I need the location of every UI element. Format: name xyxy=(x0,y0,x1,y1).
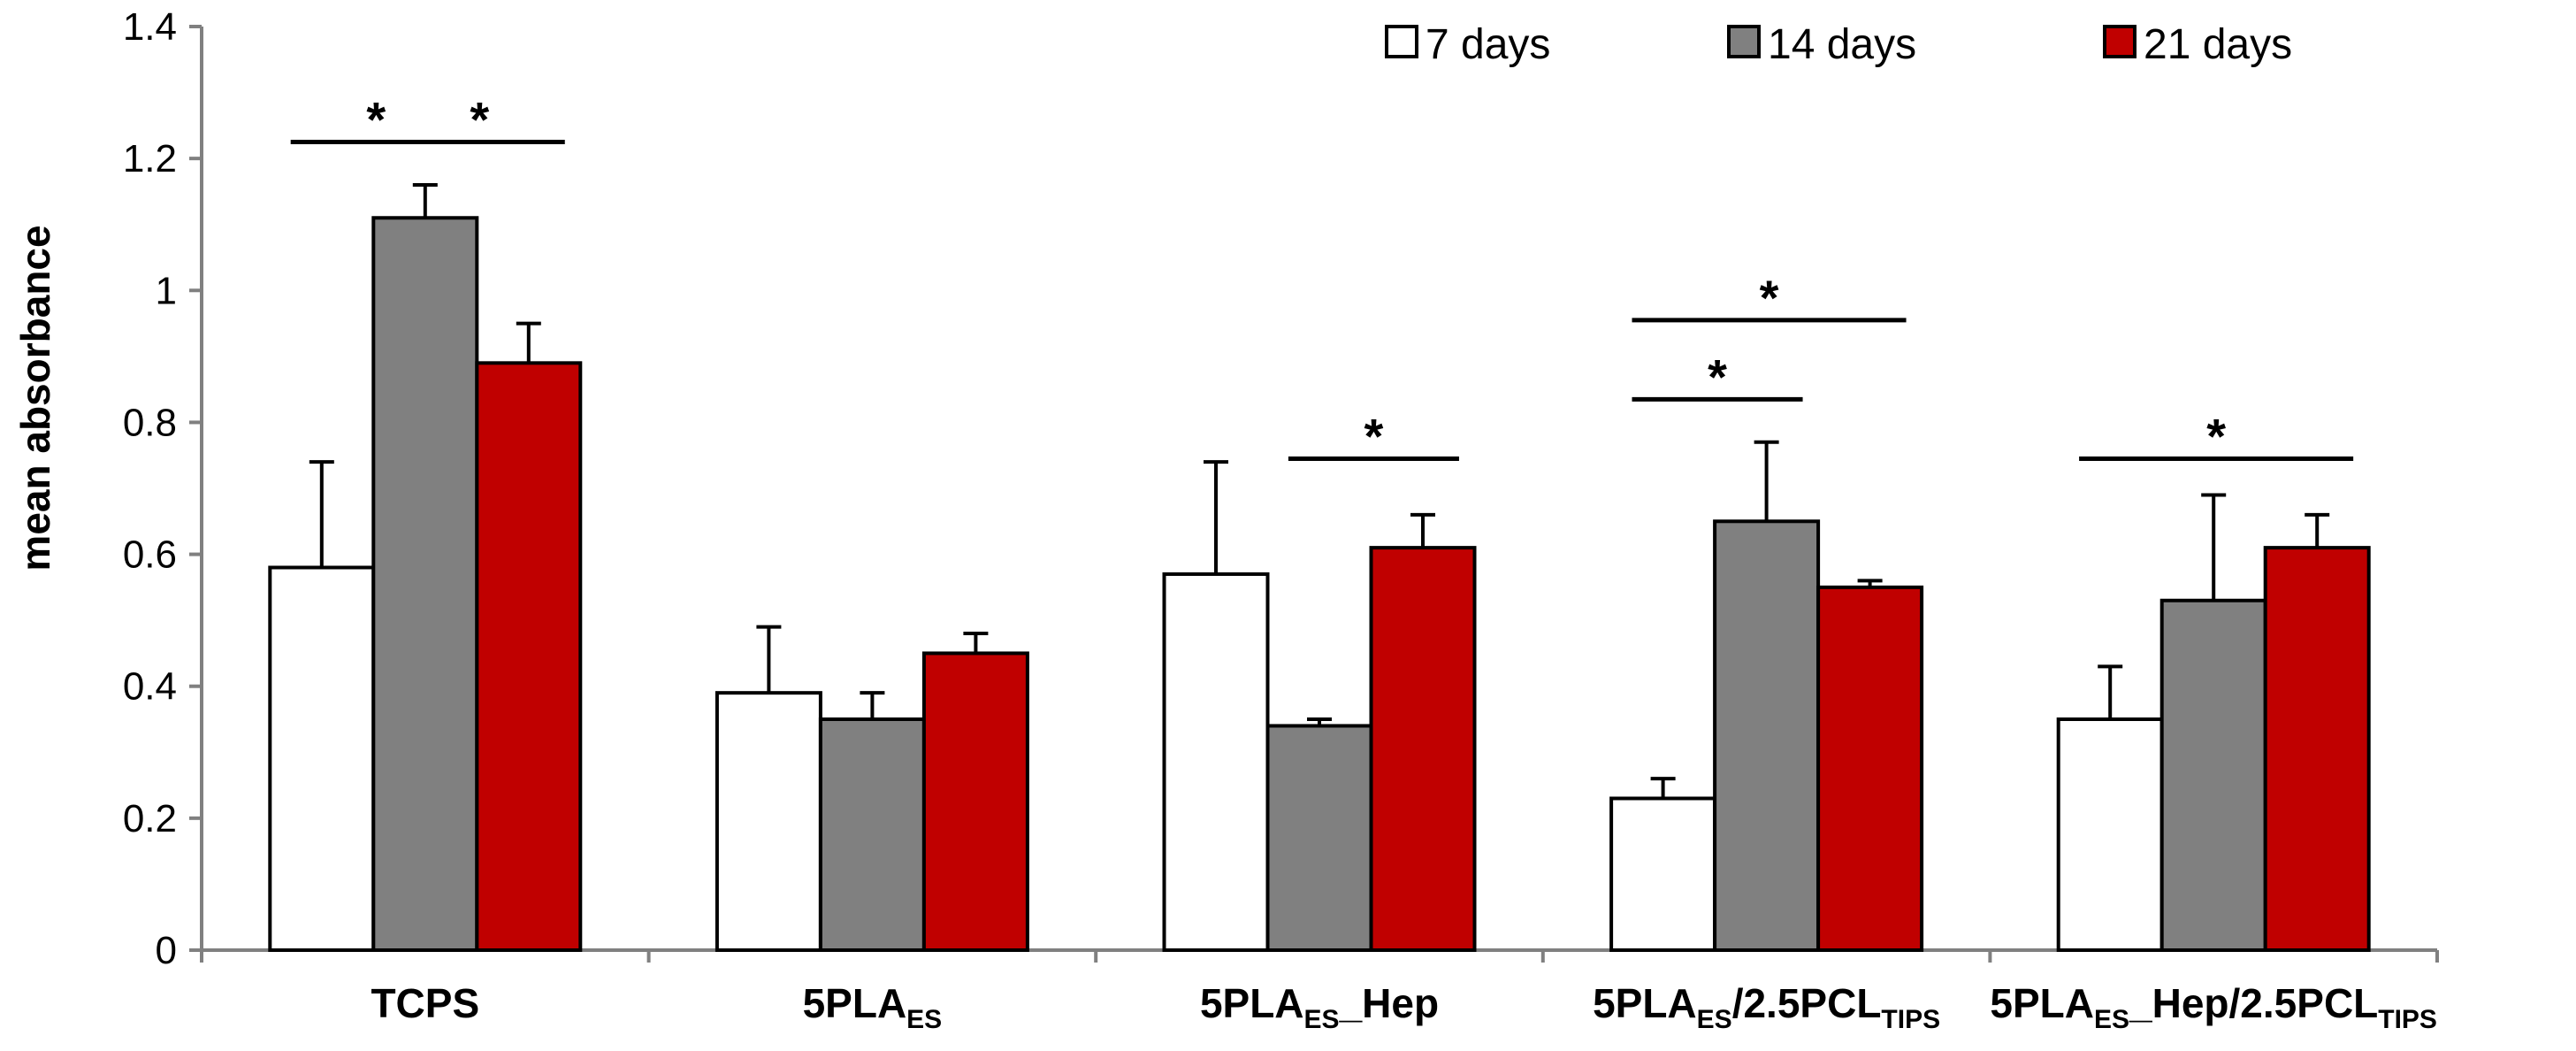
error-bar xyxy=(963,632,989,654)
bar xyxy=(921,651,1029,953)
significance-marker: * xyxy=(2079,408,2354,464)
bar xyxy=(1369,546,1477,952)
y-tick-label: 0.8 xyxy=(123,401,177,444)
bar xyxy=(268,565,376,952)
legend-item: 7 days xyxy=(1385,21,1550,68)
bar xyxy=(2056,717,2164,952)
x-category-label: 5PLAES_Hep/2.5PCLTIPS xyxy=(1990,980,2437,1034)
error-bar xyxy=(412,182,438,219)
y-tick-label: 0.4 xyxy=(123,665,177,709)
y-axis-title: mean absorbance xyxy=(12,225,58,571)
y-tick-label: 0 xyxy=(156,929,177,972)
legend-label: 7 days xyxy=(1426,21,1550,68)
error-bar xyxy=(1204,460,1228,574)
y-tick-label: 0.6 xyxy=(123,533,177,577)
bar xyxy=(371,216,479,952)
legend-swatch xyxy=(1385,25,1418,58)
error-bar xyxy=(2201,493,2227,601)
error-bar xyxy=(2098,664,2123,719)
significance-marker: * xyxy=(394,92,565,148)
significance-star: * xyxy=(2206,408,2226,464)
bar xyxy=(1265,724,1373,953)
significance-star: * xyxy=(366,92,386,148)
bar xyxy=(818,717,926,952)
bar xyxy=(715,691,822,953)
error-bar xyxy=(1307,717,1332,726)
significance-marker: * xyxy=(290,92,462,148)
significance-star: * xyxy=(1364,408,1384,464)
bar xyxy=(1162,572,1270,952)
bar xyxy=(1609,796,1717,952)
axes-layer: 0 0.2 0.4 0.6 0.8 1 1.2 1.4 TCPS 5PLAES 5PLAES_Hep… xyxy=(123,5,2439,1034)
legend-item: 14 days xyxy=(1727,21,1916,68)
legend: 7 days 14 days 21 days xyxy=(1385,21,2292,68)
bar xyxy=(475,361,583,953)
error-bar xyxy=(516,321,541,364)
significance-marker: * xyxy=(1632,270,1907,326)
bars-layer xyxy=(268,216,2371,953)
significance-marker: * xyxy=(1288,408,1459,464)
error-bar xyxy=(309,460,334,568)
error-bar xyxy=(1410,512,1435,549)
legend-swatch xyxy=(1727,25,1761,58)
error-bar xyxy=(860,691,885,719)
significance-layer: * * * * * * xyxy=(290,92,2354,464)
legend-item: 21 days xyxy=(2103,21,2292,68)
x-category-label: 5PLAES/2.5PCLTIPS xyxy=(1593,980,1940,1034)
x-category-label: TCPS xyxy=(371,980,479,1026)
significance-star: * xyxy=(470,92,489,148)
x-category-label: 5PLAES xyxy=(803,980,943,1034)
y-tick-label: 1.4 xyxy=(123,5,177,49)
error-bar xyxy=(1754,440,1779,522)
legend-swatch xyxy=(2103,25,2136,58)
legend-label: 14 days xyxy=(1768,21,1916,68)
bar xyxy=(1713,519,1821,952)
legend-label: 21 days xyxy=(2144,21,2292,68)
error-bar xyxy=(756,625,782,694)
error-bar xyxy=(1857,579,1883,587)
bar xyxy=(1816,585,1924,952)
bar xyxy=(2263,546,2371,952)
significance-star: * xyxy=(1760,270,1779,326)
significance-marker: * xyxy=(1632,349,1803,404)
error-bar xyxy=(1650,777,1676,799)
significance-star: * xyxy=(1708,349,1727,404)
bar xyxy=(2159,598,2267,952)
error-bar xyxy=(2305,512,2330,549)
error-bars-layer xyxy=(309,182,2330,799)
y-tick-label: 0.2 xyxy=(123,797,177,840)
x-category-label: 5PLAES_Hep xyxy=(1200,980,1439,1034)
y-tick-label: 1 xyxy=(156,269,177,312)
y-tick-label: 1.2 xyxy=(123,137,177,180)
